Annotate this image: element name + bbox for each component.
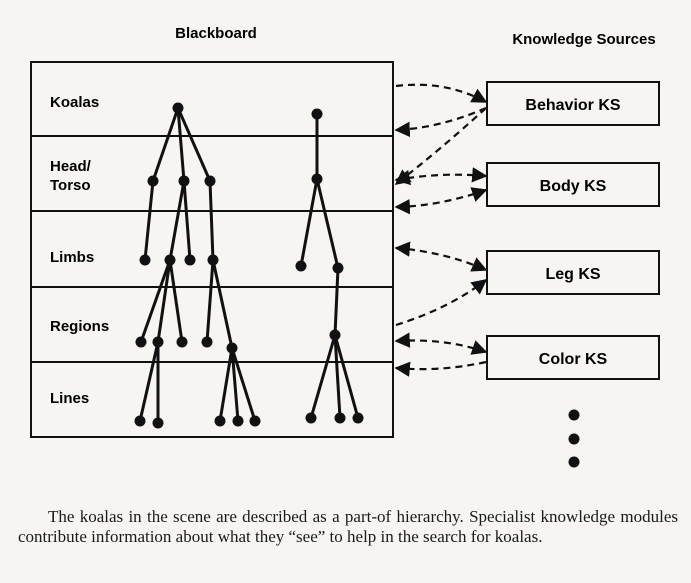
ks-box — [486, 81, 660, 126]
blackboard-header: Blackboard — [175, 25, 257, 42]
arrow-color-lines — [394, 360, 487, 377]
ks-label-body: Body KS — [540, 178, 607, 195]
tree-node — [164, 254, 176, 266]
tree-node — [207, 254, 219, 266]
tree-node — [311, 173, 323, 185]
ks-label-color: Color KS — [539, 351, 608, 368]
level-label-koalas: Koalas — [50, 94, 99, 111]
ks-box — [486, 250, 660, 295]
tree-node — [214, 415, 226, 427]
level-label-head: Head/ Torso — [50, 158, 95, 194]
arrow-leg-regions — [395, 279, 488, 327]
ks-body: Body KS — [486, 162, 660, 207]
tree-node — [334, 412, 346, 424]
tree-node — [176, 336, 188, 348]
tree-node — [295, 260, 307, 272]
tree-node — [311, 108, 323, 120]
ks-box — [486, 335, 660, 380]
tree-node — [184, 254, 196, 266]
level-label-lines: Lines — [50, 390, 89, 407]
ks-color: Color KS — [486, 335, 660, 380]
tree-node — [204, 175, 216, 187]
arrow-behavior-in — [395, 83, 488, 103]
ks-arrows — [394, 83, 488, 377]
tree-node — [305, 412, 317, 424]
arrow-behavior-out — [394, 106, 487, 138]
tree-node — [134, 415, 146, 427]
koala-tree-right — [299, 114, 360, 419]
knowledge-sources-header: Knowledge Sources — [512, 31, 655, 48]
tree-node — [172, 102, 184, 114]
level-label-regions: Regions — [50, 318, 109, 335]
tree-node — [249, 415, 261, 427]
tree-node — [178, 175, 190, 187]
arrow-body-limbs — [394, 187, 488, 215]
arrow-body-head — [394, 167, 488, 186]
tree-node — [152, 336, 164, 348]
tree-node — [152, 417, 164, 429]
tree-node — [352, 412, 364, 424]
koala-tree-left-nodes — [134, 102, 261, 429]
koala-tree-left — [138, 107, 257, 423]
tree-node — [332, 262, 344, 274]
arrow-leg-limbs — [394, 241, 488, 272]
caption-text: The koalas in the scene are described as… — [18, 507, 678, 546]
tree-node — [135, 336, 147, 348]
arrow-color-regions — [394, 332, 488, 355]
figure-caption: The koalas in the scene are described as… — [18, 507, 678, 547]
more-sources-ellipsis — [568, 409, 580, 468]
tree-node — [226, 342, 238, 354]
level-label-limbs: Limbs — [50, 249, 94, 266]
ks-behavior: Behavior KS — [486, 81, 660, 126]
tree-node — [232, 415, 244, 427]
koala-tree-right-nodes — [295, 108, 364, 424]
level-label-head-line2: Torso — [50, 177, 91, 194]
arrow-behavior-head — [394, 107, 487, 185]
ks-label-leg: Leg KS — [545, 266, 600, 283]
tree-node — [329, 329, 341, 341]
tree-node — [201, 336, 213, 348]
blackboard-frame — [30, 61, 394, 438]
ks-label-behavior: Behavior KS — [525, 97, 620, 114]
tree-node — [147, 175, 159, 187]
ks-leg: Leg KS — [486, 250, 660, 295]
level-label-head-line1: Head/ — [50, 158, 92, 175]
tree-node — [139, 254, 151, 266]
